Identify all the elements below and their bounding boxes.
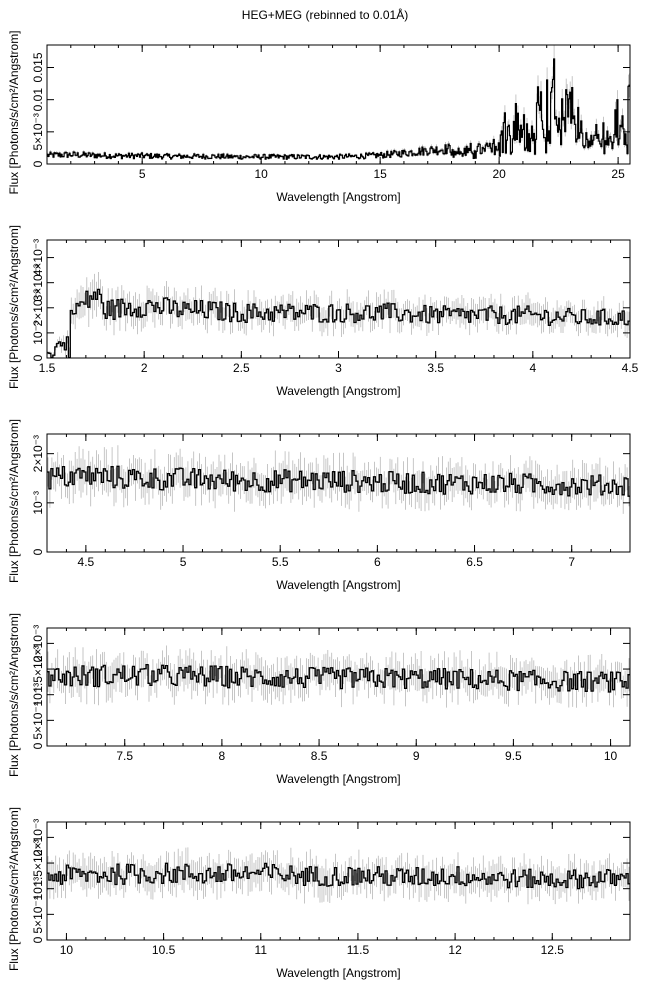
- y-tick-label: 5×10⁻³: [31, 113, 45, 150]
- x-tick-label: 4: [529, 361, 536, 375]
- x-tick-label: 20: [492, 167, 506, 181]
- x-tick-label: 10: [254, 167, 268, 181]
- x-tick-label: 7: [568, 555, 575, 569]
- y-axis-label: Flux [Photons/s/cm²/Angstrom]: [7, 419, 21, 583]
- chart-panel-3: 4.5 5 5.5 6 6.5 7 0 10⁻³ 2×10⁻³ Wavelength [Angst…: [7, 419, 631, 592]
- x-tick-label: 10: [60, 943, 74, 957]
- x-tick-label: 7.5: [116, 749, 133, 763]
- x-tick-label: 4.5: [78, 555, 95, 569]
- x-tick-label: 3: [335, 361, 342, 375]
- y-tick-label: 0.015: [31, 52, 45, 82]
- y-tick-label: 2×10⁻³: [31, 435, 45, 472]
- y-tick-label: 10⁻³: [31, 683, 45, 707]
- figure-title: HEG+MEG (rebinned to 0.01Å): [241, 8, 409, 22]
- spectrum-line: [47, 862, 630, 890]
- y-tick-label: 1.5×10⁻³: [31, 645, 45, 692]
- x-tick-label: 9: [413, 749, 420, 763]
- y-tick-label: 2×10⁻³: [31, 289, 45, 326]
- x-axis-label: Wavelength [Angstrom]: [276, 772, 400, 786]
- y-tick-label: 10⁻³: [31, 321, 45, 345]
- plot-frame: [46, 44, 631, 165]
- error-bars: [47, 45, 630, 160]
- chart-panel-4: 7.5 8 8.5 9 9.5 10 0 5×10⁻⁴10⁻³1.5×10⁻³2×10⁻³ Wa…: [7, 613, 631, 786]
- y-tick-label: 5×10⁻⁴: [31, 701, 45, 740]
- x-tick-label: 6.5: [466, 555, 483, 569]
- chart-panel-1: 5 10 15 20 25 0 5×10⁻³0.01 0.015 Wavelength [Ang…: [7, 30, 631, 204]
- x-tick-label: 5: [139, 167, 146, 181]
- y-tick-label: 5×10⁻⁴: [31, 895, 45, 934]
- y-tick-label: 0: [31, 742, 45, 749]
- y-tick-label: 0: [31, 548, 45, 555]
- x-tick-label: 8: [219, 749, 226, 763]
- y-tick-label: 0: [31, 354, 45, 361]
- y-axis-label: Flux [Photons/s/cm²/Angstrom]: [7, 30, 21, 194]
- x-tick-label: 5.5: [272, 555, 289, 569]
- y-tick-label: 10⁻³: [31, 877, 45, 901]
- x-tick-label: 12.5: [541, 943, 565, 957]
- spectrum-line: [47, 465, 630, 497]
- spectrum-line: [47, 663, 630, 693]
- y-tick-label: 2×10⁻³: [31, 625, 45, 662]
- x-tick-label: 11: [255, 943, 268, 957]
- x-axis-label: Wavelength [Angstrom]: [276, 384, 400, 398]
- y-tick-label: 0: [31, 160, 45, 167]
- plot-frame: [46, 627, 631, 747]
- x-axis-label: Wavelength [Angstrom]: [276, 966, 400, 980]
- x-tick-label: 1.5: [39, 361, 56, 375]
- y-tick-label: 0.01: [31, 88, 45, 112]
- y-tick-label: 3×10⁻³: [31, 264, 45, 301]
- y-tick-label: 4×10⁻³: [31, 239, 45, 276]
- x-tick-label: 12: [448, 943, 462, 957]
- x-tick-label: 10.5: [152, 943, 176, 957]
- x-tick-label: 5: [180, 555, 187, 569]
- y-tick-label: 1.5×10⁻³: [31, 839, 45, 886]
- x-tick-label: 15: [373, 167, 387, 181]
- x-tick-label: 4.5: [622, 361, 639, 375]
- spectrum-line: [47, 58, 630, 160]
- x-tick-label: 6: [374, 555, 381, 569]
- x-tick-label: 10: [604, 749, 618, 763]
- x-tick-label: 25: [611, 167, 625, 181]
- x-tick-label: 9.5: [505, 749, 522, 763]
- x-axis-label: Wavelength [Angstrom]: [276, 190, 400, 204]
- y-tick-label: 2×10⁻³: [31, 819, 45, 856]
- x-tick-label: 11.5: [347, 943, 370, 957]
- plot-frame: [46, 433, 631, 553]
- y-axis-label: Flux [Photons/s/cm²/Angstrom]: [7, 613, 21, 777]
- chart-panel-5: 10 10.5 11 11.5 12 12.5 0 5×10⁻⁴10⁻³1.5×10⁻³2×1…: [7, 807, 631, 980]
- x-tick-label: 2.5: [233, 361, 250, 375]
- spectrum-line: [47, 288, 630, 358]
- y-axis-label: Flux [Photons/s/cm²/Angstrom]: [7, 225, 21, 389]
- y-axis-label: Flux [Photons/s/cm²/Angstrom]: [7, 807, 21, 971]
- chart-panel-2: 1.5 2 2.5 3 3.5 4 4.5 0 10⁻³2×10⁻³3×10⁻³4×10⁻³ Wa…: [7, 225, 639, 398]
- x-axis-label: Wavelength [Angstrom]: [276, 578, 400, 592]
- x-tick-label: 2: [141, 361, 148, 375]
- error-bars: [47, 272, 630, 358]
- x-tick-label: 8.5: [311, 749, 328, 763]
- y-tick-label: 10⁻³: [31, 491, 45, 515]
- y-tick-label: 0: [31, 936, 45, 943]
- x-tick-label: 3.5: [427, 361, 444, 375]
- plot-frame: [46, 239, 631, 359]
